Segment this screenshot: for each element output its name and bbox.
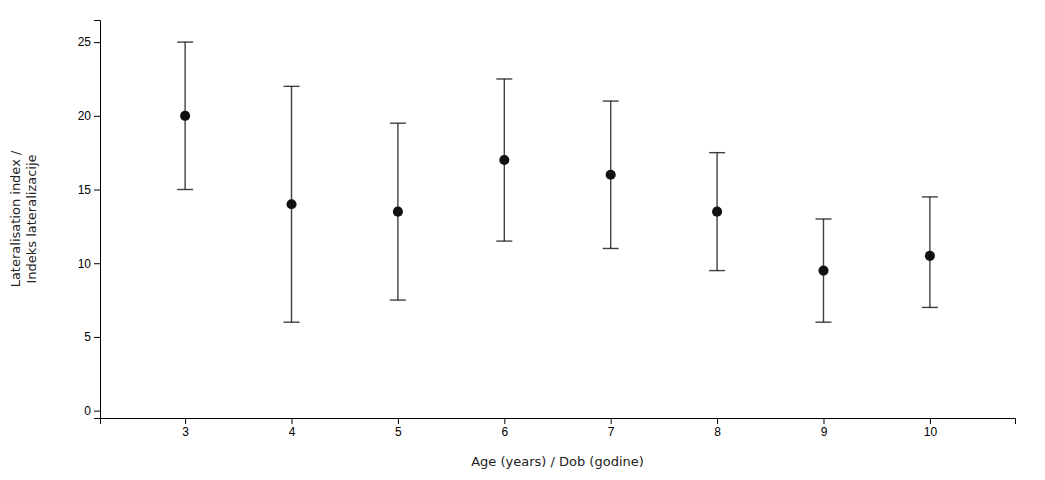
y-tick: 25 bbox=[78, 35, 100, 49]
y-tick-mark bbox=[94, 263, 100, 264]
error-cap-lower bbox=[284, 321, 300, 322]
y-tick: 10 bbox=[78, 257, 100, 271]
error-cap-lower bbox=[390, 299, 406, 300]
x-axis-title: Age (years) / Dob (godine) bbox=[471, 454, 644, 469]
x-tick-label: 3 bbox=[182, 425, 189, 439]
marks bbox=[177, 42, 938, 322]
x-tick-label: 6 bbox=[501, 425, 508, 439]
plot: 3 4 5 6 7 8 9 10 0 5 10 15 20 25 bbox=[78, 21, 1016, 439]
point bbox=[818, 266, 828, 276]
y-axis-title: Lateralisation index /Indeks lateralizac… bbox=[8, 150, 39, 287]
x-tick-mark bbox=[717, 418, 718, 424]
point bbox=[393, 207, 403, 217]
x-tick-mark bbox=[611, 418, 612, 424]
y-axis: 0 5 10 15 20 25 bbox=[78, 21, 101, 419]
points bbox=[180, 111, 935, 276]
point bbox=[712, 207, 722, 217]
y-tick-mark bbox=[94, 337, 100, 338]
x-tick: 7 bbox=[608, 418, 615, 439]
y-tick-label: 5 bbox=[84, 330, 91, 344]
chart: 3 4 5 6 7 8 9 10 0 5 10 15 20 25 Age (years) / Dob (go… bbox=[0, 0, 1045, 480]
point bbox=[925, 251, 935, 261]
y-tick-mark bbox=[94, 190, 100, 191]
x-tick: 8 bbox=[714, 418, 721, 439]
x-tick-mark bbox=[930, 418, 931, 424]
x-tick-mark bbox=[504, 418, 505, 424]
error-cap-upper bbox=[177, 41, 193, 42]
x-axis: 3 4 5 6 7 8 9 10 bbox=[101, 418, 1016, 439]
x-tick: 5 bbox=[395, 418, 402, 439]
y-tick-label: 25 bbox=[78, 35, 92, 49]
y-tick-mark bbox=[94, 116, 100, 117]
error-cap-lower bbox=[815, 321, 831, 322]
error-cap-upper bbox=[922, 196, 938, 197]
x-tick-mark bbox=[292, 418, 293, 424]
x-tick: 10 bbox=[924, 418, 938, 439]
x-tick-mark bbox=[823, 418, 824, 424]
x-tick-label: 4 bbox=[289, 425, 296, 439]
error-bars bbox=[177, 42, 938, 322]
error-cap-upper bbox=[390, 122, 406, 123]
error-cap-upper bbox=[709, 152, 725, 153]
point bbox=[286, 199, 296, 209]
error-cap-lower bbox=[603, 248, 619, 249]
error-cap-lower bbox=[177, 189, 193, 190]
y-tick-label: 0 bbox=[84, 404, 91, 418]
error-cap-lower bbox=[709, 270, 725, 271]
y-axis-line bbox=[94, 21, 101, 419]
error-cap-lower bbox=[496, 240, 512, 241]
point bbox=[180, 111, 190, 121]
error-cap-upper bbox=[496, 78, 512, 79]
x-tick-mark bbox=[185, 418, 186, 424]
error-cap-upper bbox=[284, 86, 300, 87]
error-cap-upper bbox=[603, 100, 619, 101]
y-tick-mark bbox=[94, 411, 100, 412]
x-tick-label: 8 bbox=[714, 425, 721, 439]
y-tick-label: 10 bbox=[78, 257, 92, 271]
x-tick-label: 7 bbox=[608, 425, 615, 439]
y-tick: 5 bbox=[84, 330, 100, 344]
x-tick: 3 bbox=[182, 418, 189, 439]
x-axis-line bbox=[101, 419, 1016, 425]
y-tick-mark bbox=[94, 42, 100, 43]
x-tick: 9 bbox=[821, 418, 828, 439]
y-tick: 15 bbox=[78, 183, 100, 197]
y-tick: 20 bbox=[78, 109, 100, 123]
x-tick: 6 bbox=[501, 418, 508, 439]
y-tick-label: 20 bbox=[78, 109, 92, 123]
x-tick-label: 5 bbox=[395, 425, 402, 439]
error-cap-upper bbox=[815, 218, 831, 219]
x-tick-label: 10 bbox=[924, 425, 938, 439]
y-tick-label: 15 bbox=[78, 183, 92, 197]
y-tick: 0 bbox=[84, 404, 100, 418]
x-tick-label: 9 bbox=[821, 425, 828, 439]
point bbox=[606, 170, 616, 180]
point bbox=[499, 155, 509, 165]
x-tick: 4 bbox=[289, 418, 296, 439]
error-cap-lower bbox=[922, 307, 938, 308]
x-tick-mark bbox=[398, 418, 399, 424]
